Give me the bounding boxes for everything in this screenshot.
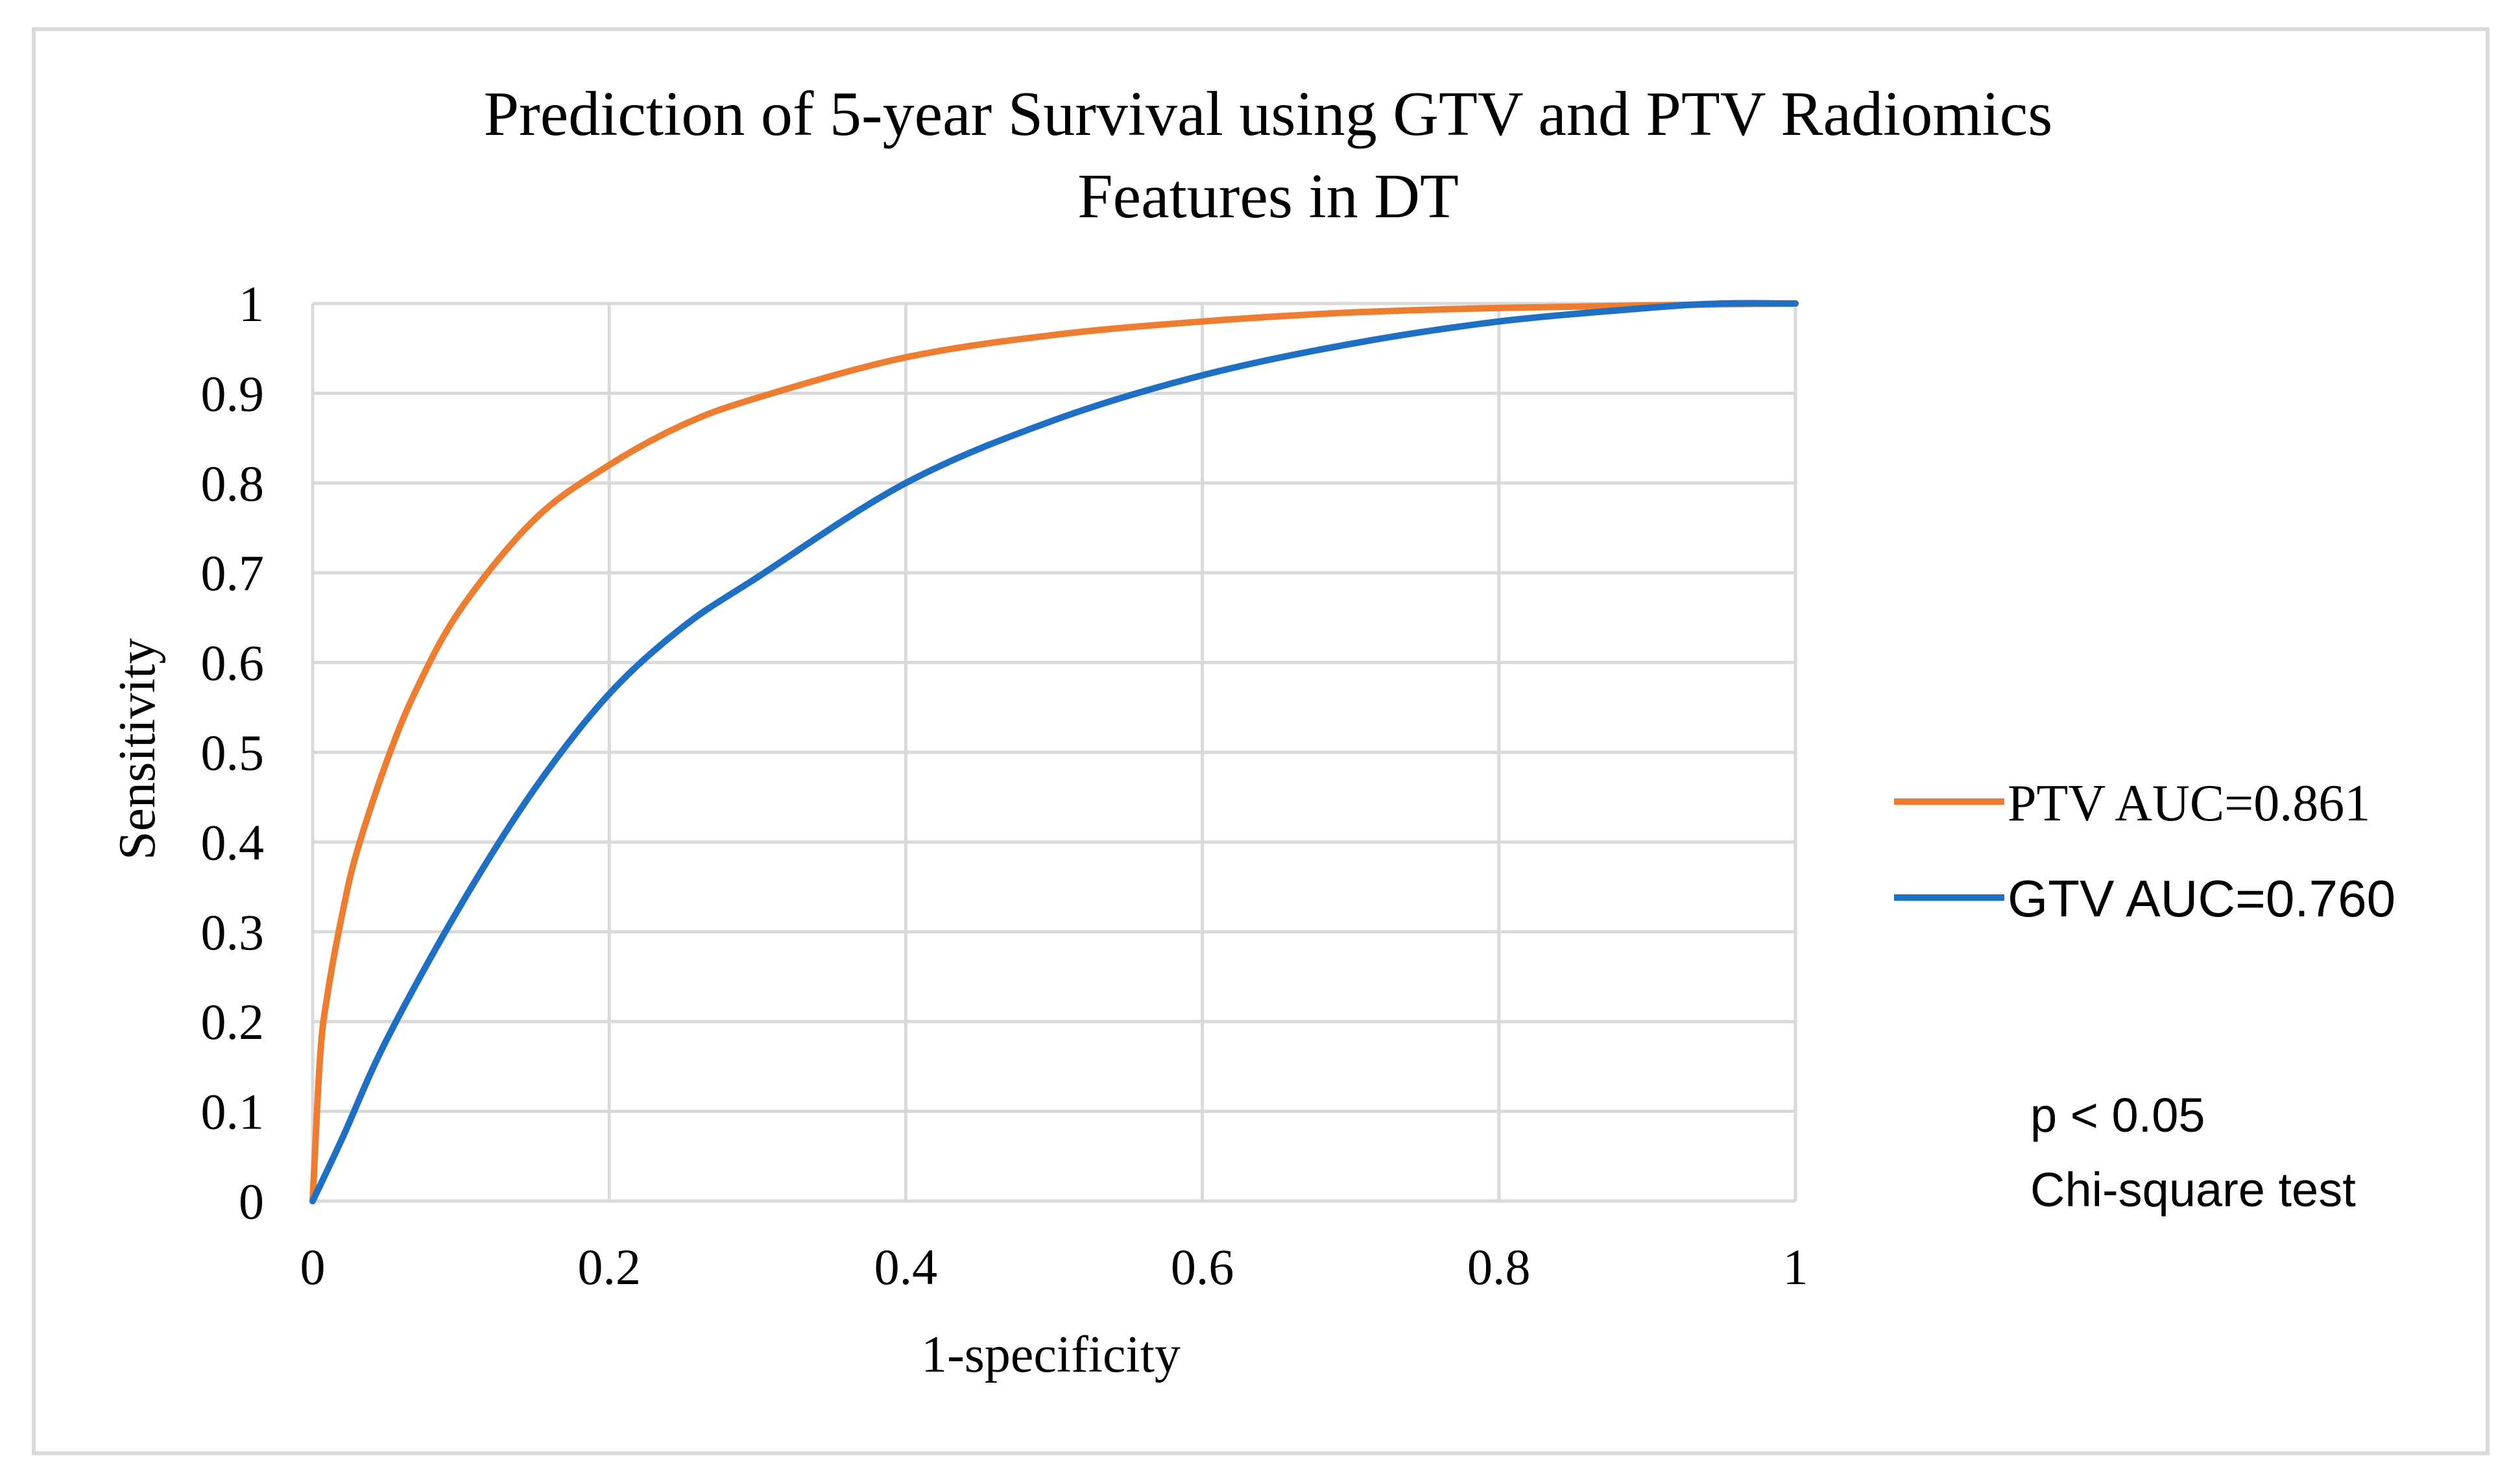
y-tick-labels: 0 0.1 0.2 0.3 0.4 0.5 0.6 0.7 0.8 0.9 1 [201, 276, 265, 1230]
x-tick-labels: 0 0.2 0.4 0.6 0.8 1 [300, 1239, 1808, 1295]
series-line-gtv [309, 300, 1799, 1204]
chart-border [32, 27, 2490, 1455]
y-tick-label: 0.8 [201, 455, 265, 512]
y-tick-label: 1 [239, 276, 264, 332]
y-tick-label: 0.7 [201, 545, 265, 601]
x-tick-label: 0 [300, 1239, 326, 1295]
legend-label-gtv: GTV AUC=0.760 [2008, 870, 2395, 927]
series-line-ptv [309, 300, 1799, 1204]
y-axis-label: Sensitivity [109, 638, 166, 860]
x-tick-label: 1 [1783, 1239, 1808, 1295]
annotation-test-name: Chi-square test [2030, 1163, 2356, 1217]
annotation-p-value: p < 0.05 [2030, 1088, 2205, 1142]
y-tick-label: 0.4 [201, 814, 265, 870]
x-tick-label: 0.2 [577, 1239, 641, 1295]
legend: PTV AUC=0.861 GTV AUC=0.760 [1894, 775, 2395, 927]
y-tick-label: 0.1 [201, 1084, 265, 1140]
legend-label-ptv: PTV AUC=0.861 [2008, 775, 2370, 832]
y-tick-label: 0.9 [201, 365, 265, 422]
x-axis-label: 1-specificity [921, 1326, 1181, 1383]
series-lines [309, 300, 1799, 1204]
x-tick-label: 0.8 [1467, 1239, 1531, 1295]
y-tick-label: 0.2 [201, 994, 265, 1050]
x-tick-label: 0.6 [1171, 1239, 1234, 1295]
y-tick-label: 0.3 [201, 904, 265, 960]
y-tick-label: 0.6 [201, 635, 265, 691]
y-tick-label: 0.5 [201, 724, 265, 781]
y-tick-label: 0 [239, 1173, 264, 1230]
x-tick-label: 0.4 [874, 1239, 938, 1295]
chart-title-line-2: Features in DT [1077, 161, 1459, 232]
chart-title-line-1: Prediction of 5-year Survival using GTV … [484, 79, 2053, 149]
